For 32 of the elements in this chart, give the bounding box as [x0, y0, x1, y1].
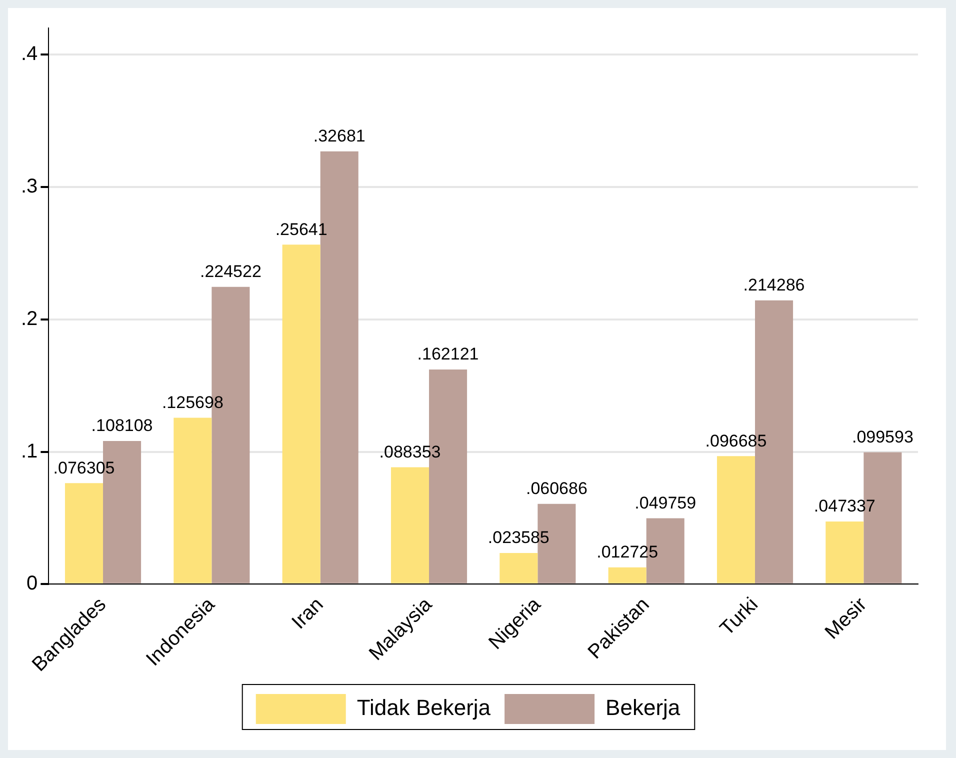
y-tick-label: .2 [20, 308, 38, 330]
data-label: .224522 [200, 262, 262, 282]
data-label: .060686 [526, 479, 588, 498]
bar [608, 567, 646, 584]
legend-label: Bekerja [606, 695, 681, 720]
bar [716, 456, 756, 584]
bar [826, 522, 864, 584]
y-tick-label: .4 [20, 43, 38, 65]
legend-label: Tidak Bekerja [356, 695, 492, 720]
data-label: .049759 [634, 493, 696, 512]
y-tick-label: .1 [20, 440, 38, 462]
data-label: .214286 [743, 276, 805, 295]
data-label: .25641 [275, 220, 328, 239]
data-label: .096685 [705, 431, 767, 450]
data-label: .099593 [852, 427, 914, 446]
x-tick-label: Iran [288, 594, 328, 634]
data-label: .108108 [91, 416, 153, 436]
data-label: .088353 [379, 442, 441, 462]
data-label: .32681 [313, 126, 366, 146]
y-tick-label: 0 [26, 572, 38, 595]
bar [174, 418, 212, 584]
data-label: .047337 [814, 496, 876, 516]
bar [282, 244, 320, 584]
data-label: .023585 [488, 528, 550, 548]
y-tick-label: .3 [20, 175, 38, 198]
data-label: .125698 [162, 392, 224, 412]
bar [500, 552, 538, 584]
bar [64, 483, 104, 584]
data-label: .162121 [417, 344, 479, 364]
data-label: .076305 [53, 458, 115, 478]
data-label: .012725 [596, 542, 658, 562]
bar [390, 467, 430, 584]
